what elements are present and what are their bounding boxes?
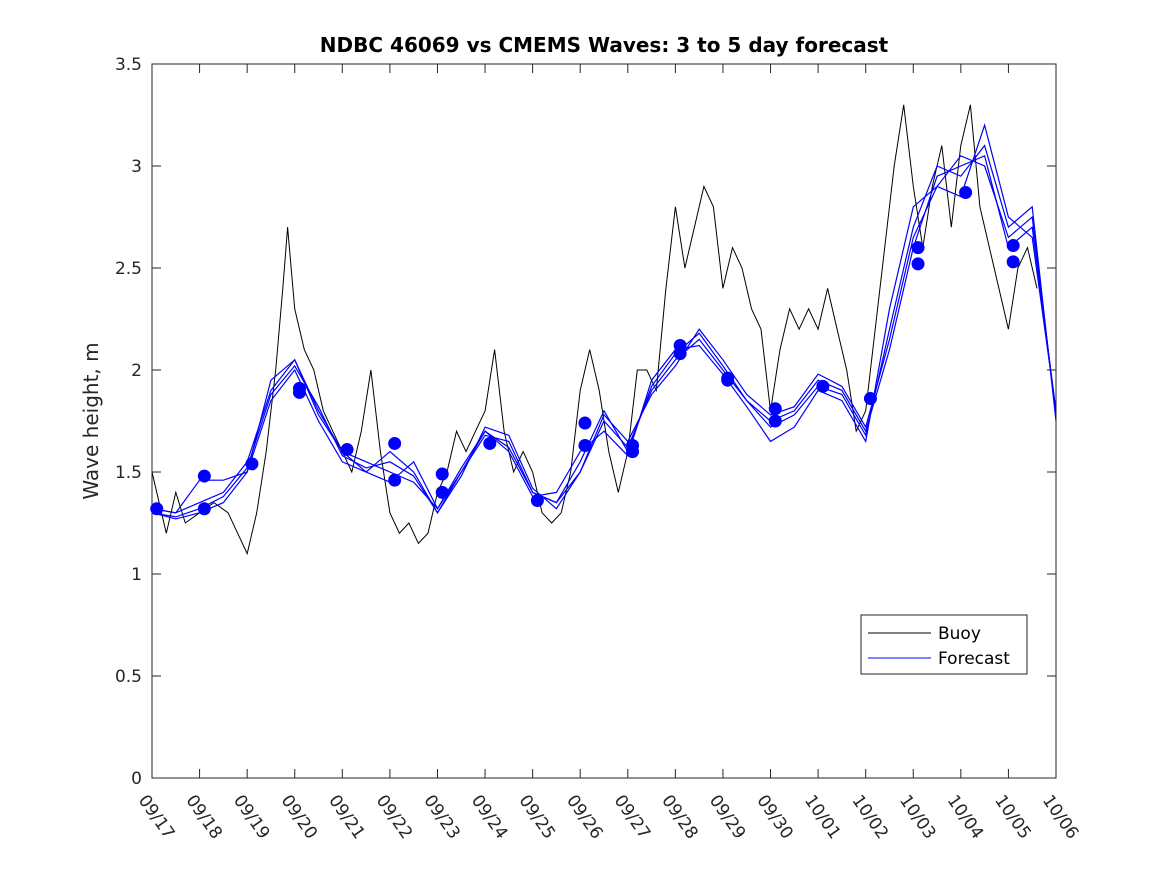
buoy-series-line: [152, 104, 1038, 556]
plot-area: 00.511.522.533.509/17 09/18 09/19 09/20 09/2…: [115, 55, 1082, 843]
forecast-marker: [197, 469, 211, 483]
x-tick-label: 09/24: [467, 791, 511, 843]
forecast-marker: [530, 494, 544, 508]
x-tick-label: 09/22: [372, 791, 416, 843]
forecast-marker: [578, 438, 592, 452]
y-tick-label: 2: [131, 361, 142, 381]
forecast-marker: [626, 445, 640, 459]
x-tick-label: 09/23: [419, 791, 463, 843]
x-tick-label: 09/30: [752, 791, 796, 843]
forecast-marker: [150, 502, 164, 516]
y-axis-label: Wave height, m: [79, 342, 103, 499]
y-tick-label: 0: [131, 769, 142, 789]
y-tick-label: 3.5: [115, 55, 142, 75]
forecast-marker: [1006, 255, 1020, 269]
forecast-marker: [388, 473, 402, 487]
x-tick-label: 09/17: [134, 791, 178, 843]
x-tick-label: 10/05: [990, 791, 1034, 843]
forecast-marker: [768, 402, 782, 416]
y-tick-label: 1.5: [115, 463, 142, 483]
forecast-marker: [816, 379, 830, 393]
x-tick-label: 09/18: [181, 791, 225, 843]
legend-box: [860, 614, 1028, 675]
y-tick-label: 1: [131, 565, 142, 585]
x-tick-label: 10/01: [800, 791, 844, 843]
forecast-marker: [911, 241, 925, 255]
forecast-marker: [435, 485, 449, 499]
x-tick-label: 09/29: [705, 791, 749, 843]
forecast-marker: [245, 457, 259, 471]
y-tick-label: 2.5: [115, 259, 142, 279]
forecast-marker: [911, 257, 925, 271]
x-tick-label: 09/27: [610, 791, 654, 843]
x-tick-label: 09/28: [657, 791, 701, 843]
forecast-series-line-3: [152, 123, 1056, 514]
forecast-marker: [435, 467, 449, 481]
forecast-marker: [578, 416, 592, 430]
forecast-marker: [197, 502, 211, 516]
legend: Buoy Forecast: [860, 614, 1028, 675]
legend-buoy-label: Buoy: [938, 624, 981, 644]
x-tick-label: 09/20: [277, 791, 321, 843]
x-tick-label: 10/04: [943, 791, 987, 843]
forecast-marker: [863, 392, 877, 406]
x-tick-label: 09/21: [324, 791, 368, 843]
forecast-marker: [388, 436, 402, 450]
forecast-marker: [1006, 239, 1020, 253]
y-tick-label: 3: [131, 157, 142, 177]
forecast-marker: [292, 385, 306, 399]
legend-forecast-label: Forecast: [938, 649, 1010, 669]
y-tick-label: 0.5: [115, 667, 142, 687]
forecast-series-line-4: [152, 155, 1056, 518]
x-tick-label: 09/25: [515, 791, 559, 843]
forecast-marker: [483, 436, 497, 450]
chart-title: NDBC 46069 vs CMEMS Waves: 3 to 5 day fo…: [320, 33, 889, 57]
forecast-marker: [768, 414, 782, 428]
x-tick-label: 09/26: [562, 791, 606, 843]
x-tick-label: 10/06: [1038, 791, 1082, 843]
forecast-marker: [959, 186, 973, 200]
forecast-marker: [673, 347, 687, 361]
forecast-marker: [721, 373, 735, 387]
forecast-marker: [340, 443, 354, 457]
x-tick-label: 10/02: [848, 791, 892, 843]
x-tick-label: 09/19: [229, 791, 273, 843]
x-tick-label: 10/03: [895, 791, 939, 843]
